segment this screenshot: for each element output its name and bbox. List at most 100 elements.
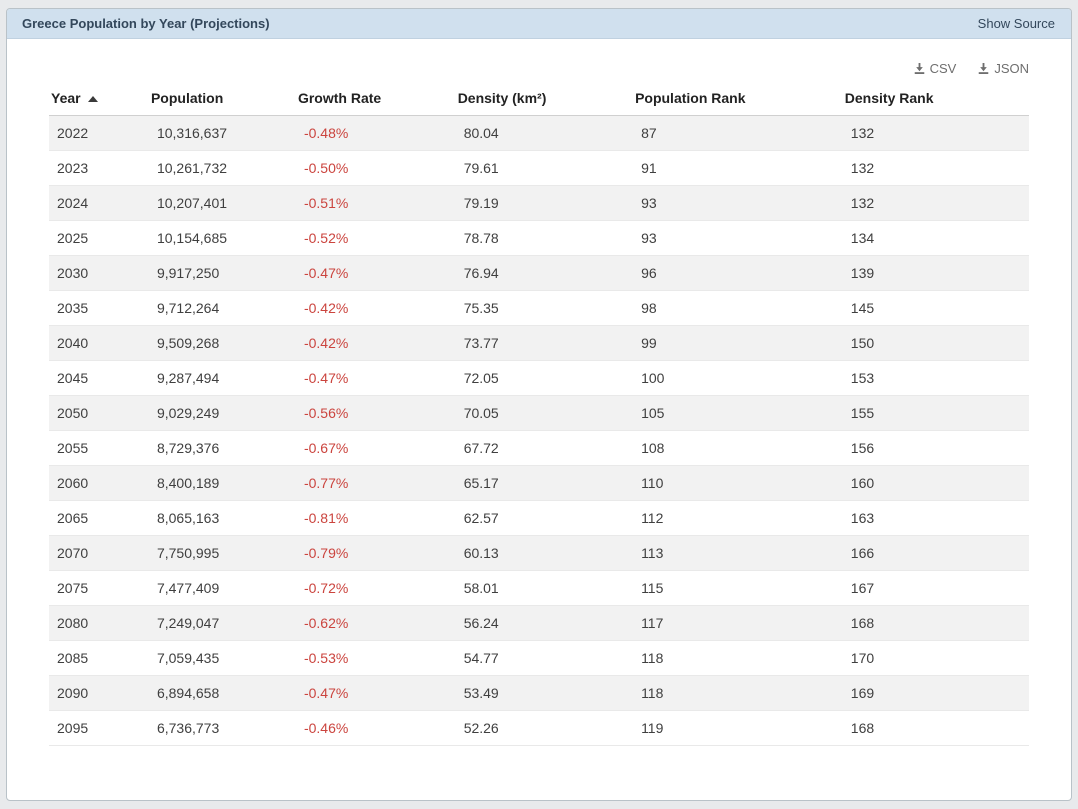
table-row: 2030 9,917,250 -0.47% 76.94 96 139: [49, 255, 1029, 291]
table-body: 2022 10,316,637 -0.48% 80.04 87 132 2023 10,261…: [49, 115, 1029, 746]
cell-population-rank: 118: [633, 675, 843, 711]
column-header-growth-rate[interactable]: Growth Rate: [295, 88, 456, 116]
table-row: 2075 7,477,409 -0.72% 58.01 115 167: [49, 570, 1029, 606]
cell-density-rank: 166: [842, 535, 1029, 571]
cell-density-km: 70.05: [455, 395, 634, 431]
cell-density-rank: 132: [842, 115, 1029, 151]
table-row: 2095 6,736,773 -0.46% 52.26 119 168: [49, 710, 1029, 746]
cell-density-km: 78.78: [455, 220, 634, 256]
table-row: 2070 7,750,995 -0.79% 60.13 113 166: [49, 535, 1029, 571]
table-row: 2023 10,261,732 -0.50% 79.61 91 132: [49, 150, 1029, 186]
cell-growth-rate: -0.72%: [295, 570, 456, 606]
cell-population-rank: 87: [633, 115, 843, 151]
cell-population-rank: 100: [633, 360, 843, 396]
table-row: 2050 9,029,249 -0.56% 70.05 105 155: [49, 395, 1029, 431]
cell-density-km: 62.57: [455, 500, 634, 536]
export-toolbar: CSV JSON: [49, 61, 1029, 76]
cell-density-rank: 168: [842, 605, 1029, 641]
cell-population: 9,287,494: [148, 360, 296, 396]
cell-density-km: 73.77: [455, 325, 634, 361]
cell-population: 10,207,401: [148, 185, 296, 221]
cell-density-rank: 150: [842, 325, 1029, 361]
cell-population-rank: 105: [633, 395, 843, 431]
cell-density-km: 67.72: [455, 430, 634, 466]
cell-population-rank: 93: [633, 220, 843, 256]
cell-year: 2024: [49, 185, 149, 221]
cell-population: 8,065,163: [148, 500, 296, 536]
cell-density-km: 76.94: [455, 255, 634, 291]
cell-population-rank: 117: [633, 605, 843, 641]
cell-population-rank: 93: [633, 185, 843, 221]
cell-year: 2045: [49, 360, 149, 396]
table-header-row: Year Population Growth Rate Density (km²) Po…: [49, 88, 1029, 116]
cell-density-km: 60.13: [455, 535, 634, 571]
cell-population-rank: 110: [633, 465, 843, 501]
table-row: 2080 7,249,047 -0.62% 56.24 117 168: [49, 605, 1029, 641]
cell-population: 7,059,435: [148, 640, 296, 676]
cell-density-km: 54.77: [455, 640, 634, 676]
show-source-link[interactable]: Show Source: [977, 16, 1055, 31]
cell-population: 6,736,773: [148, 710, 296, 746]
cell-density-rank: 155: [842, 395, 1029, 431]
column-header-year[interactable]: Year: [49, 88, 149, 116]
cell-density-rank: 169: [842, 675, 1029, 711]
cell-density-km: 80.04: [455, 115, 634, 151]
cell-density-km: 75.35: [455, 290, 634, 326]
sort-asc-icon: [87, 96, 98, 102]
page-title: Greece Population by Year (Projections): [22, 16, 270, 31]
cell-density-km: 72.05: [455, 360, 634, 396]
cell-population-rank: 96: [633, 255, 843, 291]
cell-population: 6,894,658: [148, 675, 296, 711]
cell-population: 9,029,249: [148, 395, 296, 431]
cell-year: 2065: [49, 500, 149, 536]
cell-population: 10,154,685: [148, 220, 296, 256]
cell-growth-rate: -0.56%: [295, 395, 456, 431]
cell-population: 9,712,264: [148, 290, 296, 326]
cell-growth-rate: -0.67%: [295, 430, 456, 466]
cell-population: 8,400,189: [148, 465, 296, 501]
cell-growth-rate: -0.81%: [295, 500, 456, 536]
cell-year: 2085: [49, 640, 149, 676]
cell-population-rank: 115: [633, 570, 843, 606]
cell-density-km: 52.26: [455, 710, 634, 746]
download-csv-link[interactable]: CSV: [914, 61, 957, 76]
cell-growth-rate: -0.50%: [295, 150, 456, 186]
download-csv-label: CSV: [929, 61, 957, 76]
cell-population: 7,750,995: [148, 535, 296, 571]
cell-growth-rate: -0.46%: [295, 710, 456, 746]
cell-density-km: 58.01: [455, 570, 634, 606]
column-header-density-km[interactable]: Density (km²): [455, 88, 634, 116]
panel-header: Greece Population by Year (Projections) …: [7, 9, 1071, 39]
cell-density-km: 56.24: [455, 605, 634, 641]
cell-density-rank: 167: [842, 570, 1029, 606]
cell-year: 2060: [49, 465, 149, 501]
cell-year: 2075: [49, 570, 149, 606]
cell-year: 2090: [49, 675, 149, 711]
cell-population-rank: 119: [633, 710, 843, 746]
table-row: 2025 10,154,685 -0.52% 78.78 93 134: [49, 220, 1029, 256]
cell-density-rank: 139: [842, 255, 1029, 291]
cell-growth-rate: -0.53%: [295, 640, 456, 676]
cell-growth-rate: -0.62%: [295, 605, 456, 641]
cell-density-rank: 168: [842, 710, 1029, 746]
cell-growth-rate: -0.51%: [295, 185, 456, 221]
cell-density-rank: 145: [842, 290, 1029, 326]
column-header-population[interactable]: Population: [148, 88, 296, 116]
download-json-link[interactable]: JSON: [978, 61, 1029, 76]
table-row: 2085 7,059,435 -0.53% 54.77 118 170: [49, 640, 1029, 676]
table-row: 2055 8,729,376 -0.67% 67.72 108 156: [49, 430, 1029, 466]
cell-year: 2040: [49, 325, 149, 361]
cell-population-rank: 91: [633, 150, 843, 186]
cell-density-rank: 170: [842, 640, 1029, 676]
cell-density-rank: 134: [842, 220, 1029, 256]
column-header-density-rank[interactable]: Density Rank: [842, 88, 1029, 116]
column-header-population-rank[interactable]: Population Rank: [633, 88, 843, 116]
cell-density-km: 79.61: [455, 150, 634, 186]
cell-population: 7,477,409: [148, 570, 296, 606]
cell-density-rank: 153: [842, 360, 1029, 396]
cell-growth-rate: -0.77%: [295, 465, 456, 501]
cell-density-rank: 132: [842, 185, 1029, 221]
cell-growth-rate: -0.79%: [295, 535, 456, 571]
cell-population: 7,249,047: [148, 605, 296, 641]
cell-growth-rate: -0.42%: [295, 290, 456, 326]
